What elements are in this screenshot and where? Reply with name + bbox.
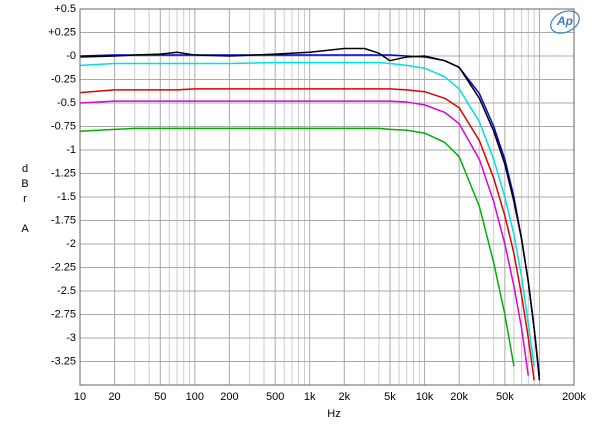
x-tick-label: 200: [220, 391, 238, 403]
x-tick-label: 10k: [416, 391, 434, 403]
y-tick-label: -0.75: [51, 120, 76, 132]
x-tick-label: 50k: [496, 391, 514, 403]
y-tick-label: -2.25: [51, 261, 76, 273]
y-tick-label: -0: [66, 50, 76, 62]
plot-frame: [79, 8, 575, 386]
logo: Ap: [550, 10, 580, 34]
x-tick-label: 200k: [562, 391, 586, 403]
y-tick-label: -2: [66, 238, 76, 250]
y-tick-label: -0.25: [51, 73, 76, 85]
x-tick-label: 20k: [450, 391, 468, 403]
logo-text: Ap: [556, 14, 573, 28]
x-tick-label: 1k: [304, 391, 316, 403]
series-line: [80, 47, 541, 381]
x-tick-label: 50: [154, 391, 166, 403]
series-line: [80, 127, 515, 367]
y-tick-label: -1.5: [57, 191, 76, 203]
x-tick-label: 2k: [338, 391, 350, 403]
y-tick-label: +0.25: [48, 26, 76, 38]
x-tick-label: 500: [266, 391, 284, 403]
x-tick-label: 20: [108, 391, 120, 403]
y-axis-label: dBr A: [19, 163, 31, 238]
series-line: [80, 61, 535, 367]
x-tick-label: 5k: [384, 391, 396, 403]
y-tick-label: -2.75: [51, 308, 76, 320]
y-tick-label: -1.25: [51, 167, 76, 179]
x-axis-label: Hz: [327, 408, 340, 420]
y-tick-label: -1: [66, 144, 76, 156]
x-tick-label: 10: [74, 391, 86, 403]
y-tick-label: -0.5: [57, 97, 76, 109]
series-line: [80, 54, 541, 376]
series-line: [80, 88, 535, 381]
y-tick-label: -3: [66, 332, 76, 344]
y-tick-label: +0.5: [54, 3, 76, 15]
y-tick-label: -2.5: [57, 285, 76, 297]
x-tick-label: 100: [186, 391, 204, 403]
series-line: [80, 100, 530, 376]
y-tick-label: -1.75: [51, 214, 76, 226]
y-tick-label: -3.25: [51, 355, 76, 367]
